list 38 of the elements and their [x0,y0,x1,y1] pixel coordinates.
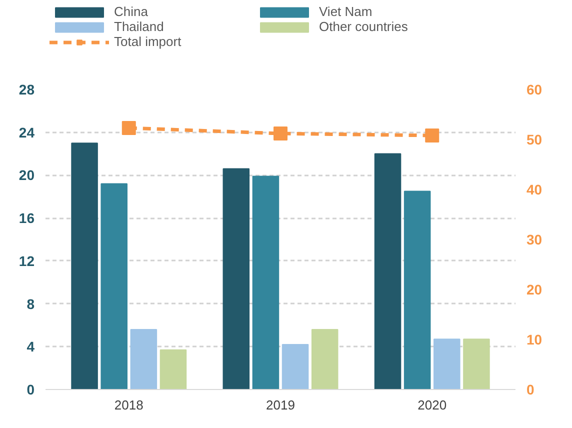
bar [404,190,431,390]
y-tick-label: 16 [18,210,35,226]
bar [130,329,158,390]
y-tick-label: 20 [18,167,35,184]
bar [160,349,187,390]
y-tick-label: 8 [26,296,35,312]
bar [282,344,309,390]
point [425,128,440,142]
bar [252,176,280,390]
x-tick-label: 2018 [114,398,144,412]
bar [311,329,338,390]
y2-tick-label: 40 [526,182,542,198]
y2-tick-label: 20 [526,282,542,298]
x-tick-label: 2019 [266,398,295,412]
legend-label: China [114,4,149,19]
bar [71,142,98,390]
y-tick-label: 24 [18,124,35,140]
y2-tick-label: 60 [526,82,542,98]
bar [222,168,250,390]
point [274,126,288,140]
y2-tick-label: 10 [526,332,542,348]
legend-label: Viet Nam [319,4,374,19]
legend-label: Other countries [319,19,409,34]
legend-label: Total import [114,34,182,49]
y2-tick-label: 50 [526,132,542,148]
bar [100,183,128,390]
point [122,121,136,135]
bar [463,338,490,390]
y-tick-label: 12 [18,252,35,269]
y-tick-label: 28 [18,82,35,98]
y2-tick-label: 0 [526,382,534,398]
y-tick-label: 4 [26,338,35,355]
bar [434,338,460,390]
y2-tick-label: 30 [526,232,542,248]
y-tick-label: 0 [26,382,35,398]
x-tick-label: 2020 [418,398,447,412]
bar [374,153,402,390]
legend-label: Thailand [114,19,165,34]
